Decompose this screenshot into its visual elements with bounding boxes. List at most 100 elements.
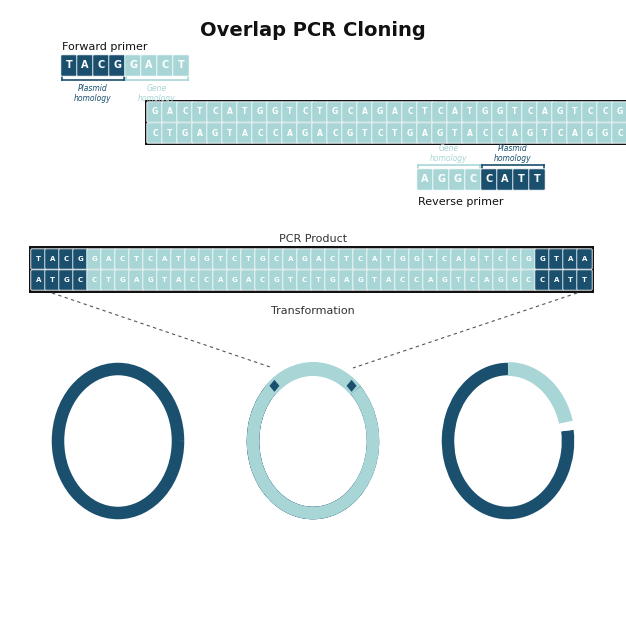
FancyBboxPatch shape bbox=[213, 249, 228, 269]
FancyBboxPatch shape bbox=[213, 270, 228, 290]
Text: A: A bbox=[218, 277, 223, 283]
Text: A: A bbox=[422, 128, 428, 138]
FancyBboxPatch shape bbox=[59, 270, 74, 290]
FancyBboxPatch shape bbox=[395, 270, 410, 290]
Text: G: G bbox=[414, 256, 419, 262]
FancyBboxPatch shape bbox=[297, 270, 312, 290]
Text: G: G bbox=[540, 256, 545, 262]
FancyBboxPatch shape bbox=[327, 123, 343, 143]
FancyBboxPatch shape bbox=[312, 123, 328, 143]
FancyBboxPatch shape bbox=[156, 270, 172, 290]
Text: G: G bbox=[497, 108, 503, 116]
Text: T: T bbox=[218, 256, 223, 262]
Text: C: C bbox=[182, 108, 188, 116]
FancyBboxPatch shape bbox=[297, 123, 313, 143]
Text: G: G bbox=[302, 256, 307, 262]
Text: T: T bbox=[362, 128, 367, 138]
Text: G: G bbox=[453, 175, 461, 185]
Text: Gene
homology: Gene homology bbox=[430, 143, 468, 163]
Text: C: C bbox=[347, 108, 353, 116]
FancyBboxPatch shape bbox=[612, 102, 626, 122]
Text: C: C bbox=[78, 277, 83, 283]
FancyBboxPatch shape bbox=[227, 249, 242, 269]
Text: T: T bbox=[512, 108, 518, 116]
FancyBboxPatch shape bbox=[143, 270, 158, 290]
Text: C: C bbox=[302, 277, 307, 283]
FancyBboxPatch shape bbox=[477, 102, 493, 122]
FancyBboxPatch shape bbox=[529, 169, 545, 190]
FancyBboxPatch shape bbox=[45, 249, 60, 269]
Text: A: A bbox=[197, 128, 203, 138]
Text: T: T bbox=[50, 277, 55, 283]
FancyBboxPatch shape bbox=[125, 55, 141, 76]
Text: C: C bbox=[148, 256, 153, 262]
FancyBboxPatch shape bbox=[109, 55, 125, 76]
Text: C: C bbox=[470, 277, 475, 283]
Text: G: G bbox=[347, 128, 353, 138]
FancyBboxPatch shape bbox=[582, 102, 598, 122]
Text: T: T bbox=[568, 277, 573, 283]
Text: G: G bbox=[617, 108, 623, 116]
Text: G: G bbox=[527, 128, 533, 138]
FancyBboxPatch shape bbox=[492, 102, 508, 122]
FancyBboxPatch shape bbox=[479, 270, 494, 290]
Text: A: A bbox=[106, 256, 111, 262]
FancyBboxPatch shape bbox=[402, 123, 418, 143]
Text: C: C bbox=[540, 277, 545, 283]
Bar bbox=[29, 246, 594, 293]
FancyBboxPatch shape bbox=[451, 249, 466, 269]
Text: G: G bbox=[257, 108, 263, 116]
Text: G: G bbox=[91, 256, 98, 262]
FancyBboxPatch shape bbox=[185, 270, 200, 290]
FancyBboxPatch shape bbox=[147, 102, 163, 122]
Text: C: C bbox=[377, 128, 383, 138]
Text: Plasmid
homology: Plasmid homology bbox=[494, 143, 532, 163]
Text: T: T bbox=[372, 277, 377, 283]
Text: C: C bbox=[587, 108, 593, 116]
Text: A: A bbox=[428, 277, 433, 283]
Text: C: C bbox=[497, 128, 503, 138]
FancyBboxPatch shape bbox=[402, 102, 418, 122]
Text: C: C bbox=[407, 108, 413, 116]
FancyBboxPatch shape bbox=[156, 249, 172, 269]
FancyBboxPatch shape bbox=[409, 270, 424, 290]
Text: C: C bbox=[498, 256, 503, 262]
Text: T: T bbox=[317, 108, 322, 116]
Text: T: T bbox=[453, 128, 458, 138]
FancyBboxPatch shape bbox=[479, 249, 494, 269]
FancyBboxPatch shape bbox=[342, 102, 358, 122]
Text: A: A bbox=[554, 277, 559, 283]
Text: T: T bbox=[572, 108, 578, 116]
Text: G: G bbox=[113, 61, 121, 71]
Text: C: C bbox=[512, 256, 517, 262]
FancyBboxPatch shape bbox=[222, 123, 239, 143]
FancyBboxPatch shape bbox=[493, 270, 508, 290]
FancyBboxPatch shape bbox=[433, 169, 449, 190]
Text: C: C bbox=[64, 256, 69, 262]
FancyBboxPatch shape bbox=[522, 102, 538, 122]
FancyBboxPatch shape bbox=[552, 102, 568, 122]
FancyBboxPatch shape bbox=[297, 102, 313, 122]
Text: A: A bbox=[134, 277, 139, 283]
Text: C: C bbox=[442, 256, 447, 262]
Text: C: C bbox=[332, 128, 338, 138]
Text: A: A bbox=[162, 256, 167, 262]
FancyBboxPatch shape bbox=[339, 270, 354, 290]
FancyBboxPatch shape bbox=[409, 249, 424, 269]
FancyBboxPatch shape bbox=[582, 123, 598, 143]
FancyBboxPatch shape bbox=[267, 102, 283, 122]
Text: G: G bbox=[190, 256, 195, 262]
Bar bbox=[145, 100, 626, 145]
FancyBboxPatch shape bbox=[129, 249, 144, 269]
Text: G: G bbox=[441, 277, 448, 283]
Text: G: G bbox=[148, 277, 153, 283]
Text: G: G bbox=[120, 277, 125, 283]
Text: C: C bbox=[162, 61, 168, 71]
Text: A: A bbox=[467, 128, 473, 138]
Text: A: A bbox=[145, 61, 153, 71]
Text: T: T bbox=[484, 256, 489, 262]
Text: G: G bbox=[129, 61, 137, 71]
Text: C: C bbox=[470, 175, 476, 185]
FancyBboxPatch shape bbox=[237, 123, 253, 143]
Text: C: C bbox=[257, 128, 263, 138]
